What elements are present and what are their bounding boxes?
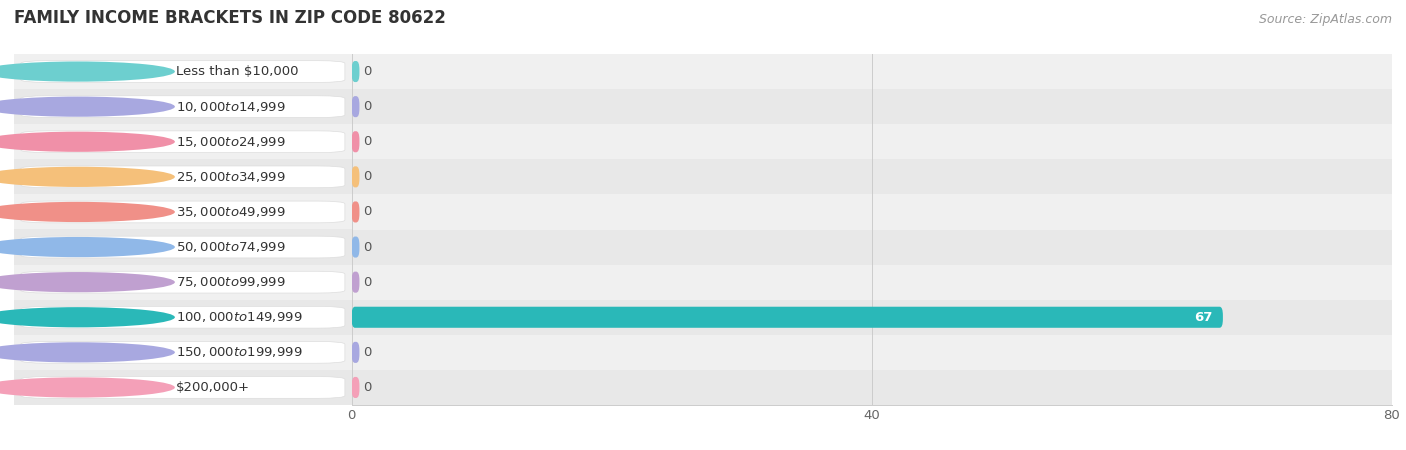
FancyBboxPatch shape bbox=[14, 54, 352, 89]
FancyBboxPatch shape bbox=[14, 124, 352, 159]
Text: 0: 0 bbox=[363, 381, 371, 394]
FancyBboxPatch shape bbox=[14, 89, 352, 124]
Text: Less than $10,000: Less than $10,000 bbox=[176, 65, 298, 78]
FancyBboxPatch shape bbox=[352, 61, 360, 82]
Bar bbox=[352, 335, 1392, 370]
Bar bbox=[352, 265, 1392, 300]
Text: FAMILY INCOME BRACKETS IN ZIP CODE 80622: FAMILY INCOME BRACKETS IN ZIP CODE 80622 bbox=[14, 9, 446, 27]
Circle shape bbox=[0, 378, 174, 397]
Text: Source: ZipAtlas.com: Source: ZipAtlas.com bbox=[1258, 14, 1392, 27]
Text: 0: 0 bbox=[363, 276, 371, 288]
Bar bbox=[352, 54, 1392, 89]
Bar bbox=[352, 89, 1392, 124]
FancyBboxPatch shape bbox=[21, 236, 344, 258]
FancyBboxPatch shape bbox=[14, 335, 352, 370]
FancyBboxPatch shape bbox=[352, 377, 360, 398]
Text: 0: 0 bbox=[363, 206, 371, 218]
FancyBboxPatch shape bbox=[352, 202, 360, 222]
Circle shape bbox=[0, 307, 174, 327]
Text: $50,000 to $74,999: $50,000 to $74,999 bbox=[176, 240, 285, 254]
FancyBboxPatch shape bbox=[352, 131, 360, 152]
Bar bbox=[352, 194, 1392, 230]
FancyBboxPatch shape bbox=[14, 265, 352, 300]
FancyBboxPatch shape bbox=[21, 377, 344, 398]
Circle shape bbox=[0, 62, 174, 81]
FancyBboxPatch shape bbox=[21, 342, 344, 363]
Text: $100,000 to $149,999: $100,000 to $149,999 bbox=[176, 310, 302, 324]
Text: $10,000 to $14,999: $10,000 to $14,999 bbox=[176, 99, 285, 114]
Text: $75,000 to $99,999: $75,000 to $99,999 bbox=[176, 275, 285, 289]
Text: 0: 0 bbox=[363, 65, 371, 78]
FancyBboxPatch shape bbox=[352, 342, 360, 363]
FancyBboxPatch shape bbox=[21, 271, 344, 293]
Text: $25,000 to $34,999: $25,000 to $34,999 bbox=[176, 170, 285, 184]
Bar bbox=[352, 124, 1392, 159]
Circle shape bbox=[0, 237, 174, 257]
FancyBboxPatch shape bbox=[352, 166, 360, 187]
Text: 67: 67 bbox=[1194, 311, 1212, 324]
Bar bbox=[352, 159, 1392, 194]
Circle shape bbox=[0, 167, 174, 187]
FancyBboxPatch shape bbox=[21, 201, 344, 223]
FancyBboxPatch shape bbox=[21, 61, 344, 82]
FancyBboxPatch shape bbox=[14, 159, 352, 194]
Text: $150,000 to $199,999: $150,000 to $199,999 bbox=[176, 345, 302, 360]
Text: $200,000+: $200,000+ bbox=[176, 381, 250, 394]
FancyBboxPatch shape bbox=[21, 96, 344, 117]
FancyBboxPatch shape bbox=[21, 166, 344, 188]
Text: 0: 0 bbox=[363, 100, 371, 113]
Circle shape bbox=[0, 132, 174, 152]
FancyBboxPatch shape bbox=[14, 300, 352, 335]
Text: $35,000 to $49,999: $35,000 to $49,999 bbox=[176, 205, 285, 219]
FancyBboxPatch shape bbox=[352, 237, 360, 257]
Text: 0: 0 bbox=[363, 241, 371, 253]
Bar bbox=[352, 300, 1392, 335]
Text: 0: 0 bbox=[363, 135, 371, 148]
FancyBboxPatch shape bbox=[352, 96, 360, 117]
Bar bbox=[352, 370, 1392, 405]
Circle shape bbox=[0, 342, 174, 362]
Text: $15,000 to $24,999: $15,000 to $24,999 bbox=[176, 135, 285, 149]
FancyBboxPatch shape bbox=[14, 194, 352, 230]
Text: 0: 0 bbox=[363, 346, 371, 359]
Circle shape bbox=[0, 202, 174, 222]
FancyBboxPatch shape bbox=[14, 370, 352, 405]
Bar bbox=[352, 230, 1392, 265]
FancyBboxPatch shape bbox=[21, 131, 344, 153]
FancyBboxPatch shape bbox=[352, 272, 360, 292]
Circle shape bbox=[0, 97, 174, 117]
FancyBboxPatch shape bbox=[21, 306, 344, 328]
FancyBboxPatch shape bbox=[352, 307, 1223, 328]
Circle shape bbox=[0, 272, 174, 292]
Text: 0: 0 bbox=[363, 171, 371, 183]
FancyBboxPatch shape bbox=[14, 230, 352, 265]
